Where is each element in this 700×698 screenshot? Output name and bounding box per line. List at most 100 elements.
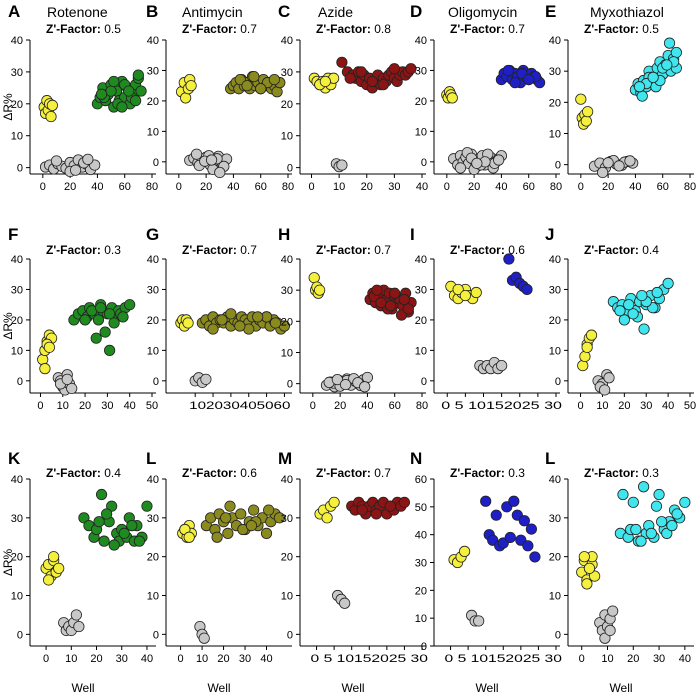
- data-point-cyan: [656, 516, 668, 528]
- data-point-gray: [493, 154, 505, 166]
- z-factor-prefix: Z'-Factor:: [46, 243, 104, 257]
- data-point-yellow: [185, 80, 197, 92]
- y-tick-label: 0: [421, 641, 427, 653]
- column-title: Oligomycin: [448, 4, 517, 20]
- x-tick-label: 80: [684, 181, 696, 193]
- y-tick-label: 40: [281, 474, 293, 486]
- y-tick-label: 20: [147, 96, 159, 108]
- data-point-gray: [198, 632, 210, 644]
- data-point-gray: [336, 159, 348, 171]
- data-point-red: [398, 293, 410, 306]
- data-point-gray: [604, 624, 616, 637]
- data-point-cyan: [661, 59, 673, 71]
- data-point-gray: [66, 382, 78, 395]
- y-tick-label: 0: [153, 157, 159, 169]
- y-axis-label: ΔR%: [1, 312, 15, 340]
- x-tick-label: 40: [141, 653, 153, 665]
- y-tick-label: 30: [11, 284, 23, 296]
- y-tick-label: 0: [555, 629, 561, 641]
- y-tick-label: 30: [281, 285, 293, 297]
- data-point-red: [356, 504, 368, 516]
- x-tick-label: 40: [495, 181, 507, 193]
- y-tick-label: 20: [11, 315, 23, 327]
- data-point-cyan: [663, 37, 676, 49]
- x-tick-label: 0: [579, 653, 585, 665]
- data-point-blue: [508, 495, 520, 507]
- x-tick-label: 30: [239, 653, 251, 665]
- data-point-yellow: [446, 92, 458, 104]
- z-factor-prefix: Z'-Factor:: [182, 22, 240, 36]
- x-tick-label: 40: [629, 181, 641, 193]
- y-tick-label: 30: [147, 513, 159, 525]
- y-tick-label: 20: [415, 585, 427, 597]
- y-tick-label: 10: [415, 126, 427, 138]
- column-title: Azide: [318, 4, 353, 20]
- data-point-blue: [525, 523, 537, 535]
- z-factor-value: 0.7: [240, 243, 257, 257]
- x-tick-label: 30: [116, 653, 128, 665]
- y-tick-label: 30: [11, 67, 23, 79]
- y-tick-label: 20: [11, 552, 23, 564]
- x-tick-labels: 0 5 10152025 30: [445, 653, 562, 665]
- data-point-gray: [331, 373, 343, 386]
- data-point-green: [106, 500, 118, 512]
- data-point-red: [377, 79, 389, 91]
- data-point-olive: [216, 314, 228, 326]
- y-tick-label: 30: [147, 65, 159, 77]
- z-factor-value: 0.5: [642, 22, 659, 36]
- y-tick-label: 30: [415, 65, 427, 77]
- y-tick-label: 0: [153, 376, 159, 388]
- data-point-olive: [235, 508, 247, 520]
- data-point-blue: [503, 253, 515, 265]
- x-tick-label: 0: [578, 400, 584, 412]
- panel-letter: I: [410, 225, 415, 244]
- panel-letter: J: [545, 225, 554, 244]
- data-point-olive: [241, 80, 253, 92]
- data-point-olive: [273, 512, 286, 524]
- data-point-cyan: [645, 527, 657, 539]
- data-point-blue: [523, 73, 535, 86]
- data-point-olive: [211, 531, 223, 543]
- data-point-green: [132, 69, 144, 81]
- data-point-green: [117, 311, 129, 323]
- z-factor-label: Z'-Factor: 0.6: [182, 466, 257, 480]
- y-tick-label: 40: [281, 254, 293, 266]
- data-point-gray: [339, 378, 352, 391]
- panel-f: F Z'-Factor: 0.3 0 10 20 30 40 0 10 20 30 40 50: [8, 225, 158, 412]
- y-tick-label: 20: [281, 99, 293, 111]
- z-factor-label: Z'-Factor: 0.5: [46, 22, 121, 36]
- x-tick-label: 80: [550, 181, 562, 193]
- data-point-yellow: [459, 289, 471, 302]
- data-point-red: [371, 284, 383, 296]
- panel-a: A Z'-Factor: 0.5 0 10 20 30 40 0 20 40 60 80: [8, 2, 158, 193]
- z-factor-prefix: Z'-Factor:: [316, 466, 374, 480]
- z-factor-prefix: Z'-Factor:: [316, 243, 374, 257]
- y-tick-label: 60: [415, 474, 427, 486]
- y-tick-label: 30: [147, 284, 159, 296]
- y-tick-label: 0: [555, 376, 561, 388]
- y-tick-label: 40: [11, 474, 23, 486]
- column-title: Myxothiazol: [590, 4, 664, 20]
- data-point-green: [104, 308, 116, 320]
- x-tick-label: 20: [334, 400, 346, 412]
- data-point-green: [104, 344, 116, 356]
- data-point-green: [79, 314, 91, 326]
- data-point-yellow: [39, 363, 51, 375]
- y-tick-label: 10: [549, 128, 561, 140]
- data-point-green: [93, 516, 105, 528]
- data-point-olive: [245, 520, 258, 532]
- data-point-red: [405, 63, 417, 75]
- data-point-green: [118, 527, 130, 539]
- y-tick-label: 10: [11, 345, 23, 357]
- data-point-green: [108, 317, 120, 329]
- data-point-gray: [599, 632, 611, 644]
- data-point-green: [130, 95, 142, 107]
- y-tick-label: 30: [281, 67, 293, 79]
- x-tick-label: 0: [40, 181, 46, 193]
- y-tick-label: 10: [281, 591, 293, 603]
- x-tick-label: 0: [43, 653, 49, 665]
- data-point-cyan: [618, 314, 630, 326]
- data-point-gray: [50, 155, 63, 167]
- z-factor-prefix: Z'-Factor:: [46, 466, 104, 480]
- data-point-olive: [234, 320, 246, 332]
